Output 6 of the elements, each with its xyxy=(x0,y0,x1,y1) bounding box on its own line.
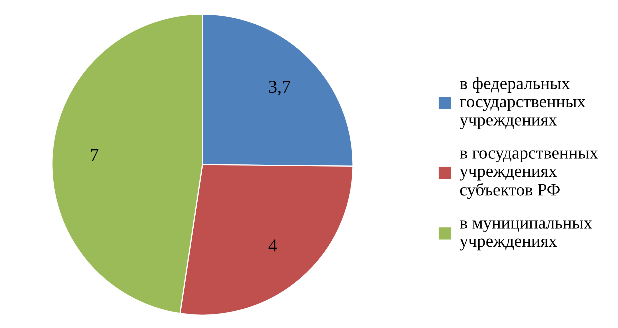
data-label: 7 xyxy=(91,149,99,162)
data-label: 3,7 xyxy=(269,80,291,96)
data-label: 4 xyxy=(268,240,278,252)
legend-label: в федеральных государственных учреждениях xyxy=(460,77,586,130)
legend-label: в государственных учреждениях субъектов РФ xyxy=(460,150,598,200)
legend-label: в муниципальных учреждениях xyxy=(460,220,592,251)
